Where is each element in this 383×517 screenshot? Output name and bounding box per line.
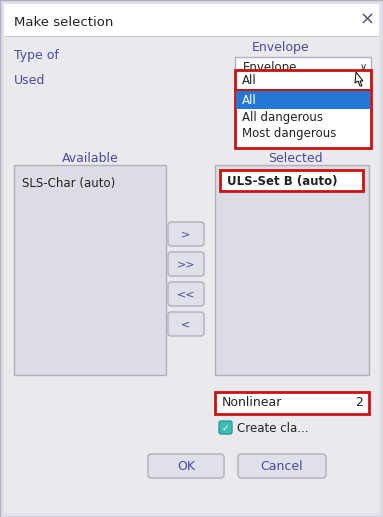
Bar: [215, 392, 369, 414]
Text: OK: OK: [177, 460, 195, 473]
Bar: [220, 170, 363, 191]
Text: SLS-Char (auto): SLS-Char (auto): [22, 176, 115, 190]
Bar: [215, 165, 369, 375]
Text: Envelope: Envelope: [243, 60, 297, 73]
FancyBboxPatch shape: [168, 312, 204, 336]
FancyBboxPatch shape: [219, 421, 232, 434]
Text: Selected: Selected: [268, 151, 322, 164]
Text: All: All: [242, 94, 257, 107]
FancyBboxPatch shape: [148, 454, 224, 478]
FancyBboxPatch shape: [238, 454, 326, 478]
Text: Create cla...: Create cla...: [237, 421, 308, 434]
Bar: [235, 90, 371, 148]
Text: All dangerous: All dangerous: [242, 111, 323, 124]
Text: Type of: Type of: [14, 50, 59, 63]
Text: Nonlinear: Nonlinear: [222, 397, 282, 409]
Text: ULS-Set B (auto): ULS-Set B (auto): [227, 175, 337, 188]
Text: 2: 2: [355, 397, 363, 409]
Text: <: <: [182, 319, 191, 329]
Bar: [236, 91, 370, 109]
Text: >>: >>: [177, 259, 195, 269]
Bar: [235, 57, 371, 77]
Text: Available: Available: [62, 151, 118, 164]
Bar: [4, 4, 379, 36]
Bar: [14, 165, 166, 375]
FancyBboxPatch shape: [168, 252, 204, 276]
Text: Make selection: Make selection: [14, 16, 113, 28]
Text: ×: ×: [359, 11, 375, 29]
Text: ✓: ✓: [221, 423, 229, 433]
Text: ∨: ∨: [359, 62, 367, 72]
Text: Used: Used: [14, 73, 45, 86]
Text: >: >: [182, 229, 191, 239]
Polygon shape: [355, 72, 363, 86]
Text: Cancel: Cancel: [261, 460, 303, 473]
Text: <<: <<: [177, 289, 195, 299]
Bar: [4, 36, 379, 37]
Text: All: All: [242, 73, 257, 86]
FancyBboxPatch shape: [168, 282, 204, 306]
Text: Most dangerous: Most dangerous: [242, 127, 336, 140]
FancyBboxPatch shape: [168, 222, 204, 246]
Text: Envelope: Envelope: [252, 41, 309, 54]
Bar: [235, 70, 371, 90]
